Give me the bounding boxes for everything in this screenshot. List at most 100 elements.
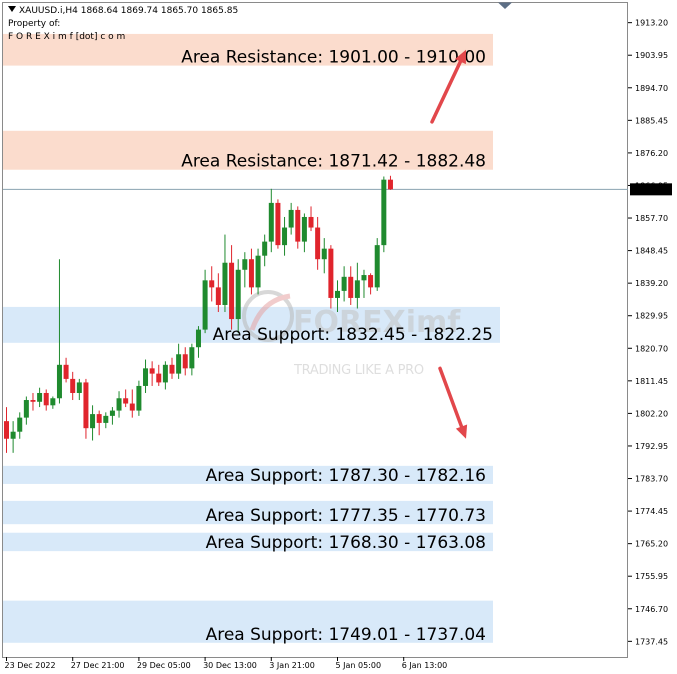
candle-body [63, 364, 69, 379]
zone-label-4: Area Support: 1777.35 - 1770.73 [206, 506, 486, 526]
candle-body [50, 398, 56, 406]
y-tick-label: 1820.70 [635, 344, 668, 353]
x-tick-label: 6 Jan 13:00 [402, 661, 448, 670]
candle-body [335, 290, 340, 298]
candle-body [321, 248, 327, 260]
arrows-layer [430, 49, 468, 439]
arrow-down-shaft [438, 366, 464, 429]
candle-body [123, 398, 129, 404]
candle-body [255, 255, 261, 288]
y-tick-label: 1829.95 [635, 312, 668, 321]
x-axis: 23 Dec 2022 27 Dec 21:00 29 Dec 05:00 30 De… [5, 657, 448, 670]
candle-body [4, 421, 9, 439]
candles-layer [4, 175, 393, 453]
x-tick-label: 29 Dec 05:00 [137, 661, 191, 670]
collapse-triangle-icon[interactable] [8, 6, 16, 12]
y-tick-label: 1885.45 [635, 116, 668, 125]
candle-body [43, 392, 49, 406]
candle-body [275, 202, 281, 246]
candle-body [328, 248, 334, 298]
support-zone-4 [3, 500, 493, 525]
x-tick-label: 30 Dec 13:00 [203, 661, 257, 670]
y-tick-label: 1792.95 [635, 442, 668, 451]
arrow-up-shaft [430, 59, 463, 124]
zone-label-6: Area Support: 1749.01 - 1737.04 [206, 625, 486, 645]
y-tick-label: 1839.20 [635, 279, 668, 288]
y-tick-label: 1765.20 [635, 540, 668, 549]
candle-body [248, 259, 254, 288]
watermark-logo-swoosh [249, 293, 291, 331]
candle-body [129, 403, 135, 411]
y-tick-label: 1913.20 [635, 19, 668, 28]
candle-body [136, 385, 142, 411]
watermark: FOREXimf TRADING LIKE A PRO [242, 290, 461, 378]
candle-body [262, 241, 268, 256]
candle-body [368, 275, 374, 288]
support-zone-3 [3, 465, 493, 484]
y-axis: 1913.201903.951894.701885.451876.201866.… [628, 19, 672, 646]
candle-body [361, 275, 367, 281]
current-price-label: 1865.85 [634, 185, 667, 194]
candle-body [195, 329, 201, 348]
arrow-down-head [455, 424, 468, 439]
candle-body [169, 364, 175, 374]
candle-body [30, 400, 36, 402]
candle-body [282, 227, 288, 246]
candle-body [10, 431, 16, 439]
candle-body [56, 364, 62, 399]
candle-body [103, 415, 109, 423]
y-tick-label: 1903.95 [635, 51, 668, 60]
x-tick-label: 5 Jan 05:00 [336, 661, 382, 670]
candle-body [235, 269, 241, 320]
candle-body [387, 179, 393, 190]
x-tick-label: 23 Dec 2022 [5, 661, 56, 670]
right-axis-bg [628, 2, 676, 658]
candle-body [70, 378, 76, 393]
symbol-ohlc-text: XAUUSD.i,H4 1868.64 1869.74 1865.70 1865… [19, 6, 239, 16]
watermark-tagline: TRADING LIKE A PRO [293, 363, 424, 378]
watermark-logo-ring [242, 290, 294, 342]
candle-body [17, 417, 23, 432]
candle-body [341, 276, 347, 291]
candle-body [308, 216, 314, 228]
candle-body [381, 179, 387, 246]
candle-body [315, 227, 321, 260]
brand-url-line: F O R E X i m f [dot] c o m [8, 32, 126, 42]
scroll-triangle-marker[interactable] [498, 2, 512, 10]
y-tick-label: 1737.45 [635, 637, 668, 646]
candle-body [202, 280, 208, 330]
y-tick-label: 1848.45 [635, 247, 668, 256]
y-tick-label: 1857.70 [635, 214, 668, 223]
current-price-box [630, 183, 672, 196]
candle-body [215, 287, 221, 305]
resistance-zone-0 [3, 33, 493, 66]
zone-label-0: Area Resistance: 1901.00 - 1910.00 [181, 48, 486, 68]
candle-body [90, 414, 96, 429]
y-tick-label: 1774.45 [635, 507, 668, 516]
zone-label-3: Area Support: 1787.30 - 1782.16 [206, 466, 486, 486]
zones-layer [3, 33, 500, 643]
zone-label-1: Area Resistance: 1871.42 - 1882.48 [181, 152, 486, 172]
candle-body [143, 368, 149, 386]
y-tick-label: 1802.20 [635, 409, 668, 418]
candle-body [23, 400, 29, 418]
zone-label-5: Area Support: 1768.30 - 1763.08 [206, 533, 486, 553]
support-zone-6 [3, 600, 493, 643]
arrow-up-head [455, 49, 466, 65]
candle-body [222, 262, 228, 305]
candle-body [301, 216, 307, 242]
y-tick-label: 1876.20 [635, 149, 668, 158]
candle-body [109, 410, 115, 416]
candle-body [288, 209, 294, 228]
candle-body [176, 354, 182, 374]
property-of-line: Property of: [8, 19, 61, 29]
symbol-ohlc-line: XAUUSD.i,H4 1868.64 1869.74 1865.70 1865… [8, 6, 238, 17]
candle-body [268, 202, 274, 242]
y-tick-label: 1783.70 [635, 475, 668, 484]
y-tick-label: 1894.70 [635, 84, 668, 93]
watermark-brand: FOREXimf [293, 305, 461, 340]
candle-body [354, 280, 360, 298]
candle-body [348, 276, 354, 298]
